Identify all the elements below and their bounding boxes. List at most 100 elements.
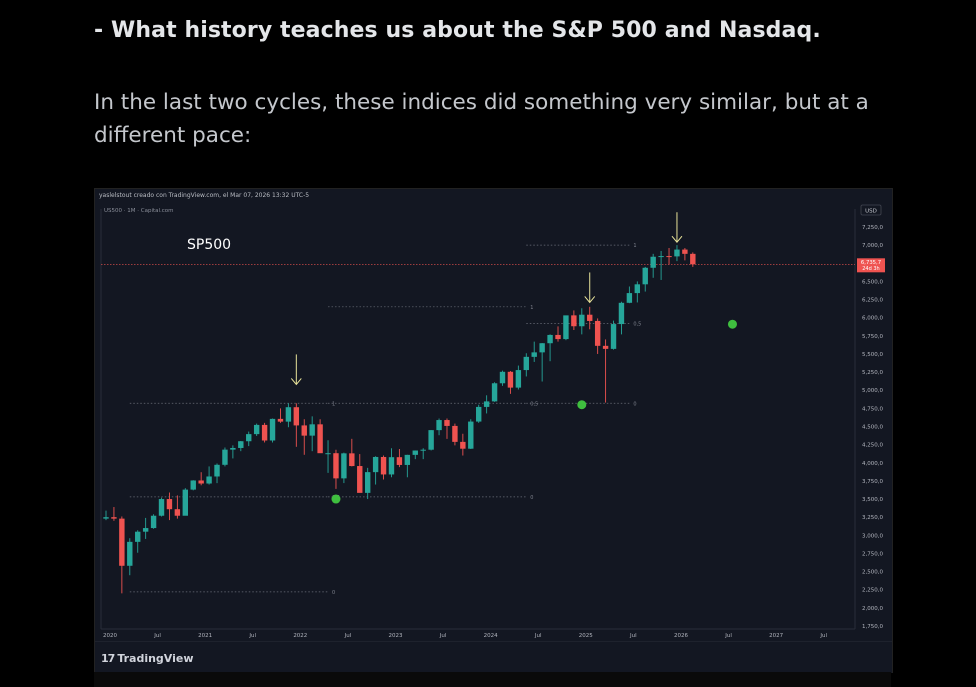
candle-body bbox=[253, 424, 260, 435]
candle-body bbox=[626, 293, 633, 303]
candle-body bbox=[452, 425, 458, 442]
candle-body bbox=[388, 457, 395, 475]
y-tick-label: 2,750,0 bbox=[862, 551, 883, 557]
candle-body bbox=[142, 528, 149, 532]
green-marker-dot bbox=[577, 400, 587, 410]
candle-body bbox=[158, 499, 165, 516]
candle-body bbox=[309, 424, 315, 436]
candle-body bbox=[491, 383, 498, 402]
x-tick-label: 2026 bbox=[674, 633, 688, 639]
candle-body bbox=[198, 480, 204, 484]
y-tick-label: 4,750,0 bbox=[862, 406, 883, 412]
candle-body bbox=[499, 371, 506, 384]
candle-body bbox=[658, 256, 664, 258]
y-tick-label: 3,750,0 bbox=[862, 479, 883, 485]
candle-body bbox=[531, 352, 537, 357]
candle-body bbox=[341, 453, 347, 479]
candle-body bbox=[483, 401, 490, 407]
candle-body bbox=[238, 441, 244, 448]
candle-body bbox=[357, 466, 363, 493]
x-tick-label: Jul bbox=[439, 633, 447, 639]
y-tick-label: 6,250,0 bbox=[862, 298, 883, 304]
chart-grid bbox=[100, 209, 856, 630]
candle-body bbox=[404, 454, 411, 465]
currency-box bbox=[860, 204, 882, 216]
candle-body bbox=[523, 356, 529, 371]
candle-body bbox=[119, 518, 125, 566]
y-tick-label: 5,000,0 bbox=[862, 388, 883, 394]
chart-title: SP500 bbox=[187, 237, 231, 253]
chart-footer: 17 TradingView bbox=[95, 641, 892, 673]
y-tick-label: 7,000,0 bbox=[862, 243, 883, 249]
x-tick-label: 2020 bbox=[103, 633, 117, 639]
y-tick-label: 4,500,0 bbox=[862, 425, 883, 431]
candle-body bbox=[182, 489, 188, 516]
candle-body bbox=[174, 509, 181, 516]
last-price-label: 6,735,7 bbox=[861, 260, 881, 266]
y-tick-label: 2,250,0 bbox=[862, 588, 883, 594]
candle-body bbox=[476, 406, 482, 422]
candle-body bbox=[285, 407, 292, 422]
candle-body bbox=[618, 302, 625, 325]
candle-body bbox=[396, 457, 403, 465]
x-tick-label: 2022 bbox=[293, 633, 307, 639]
x-tick-label: 2024 bbox=[484, 633, 498, 639]
y-tick-label: 3,500,0 bbox=[862, 497, 883, 503]
candle-body bbox=[460, 441, 466, 449]
candle-body bbox=[571, 315, 577, 327]
fib-level-label: 0,5 bbox=[633, 321, 641, 327]
intro-paragraph: In the last two cycles, these indices di… bbox=[94, 90, 869, 148]
candle-body bbox=[610, 324, 617, 349]
y-tick-label: 2,000,0 bbox=[862, 606, 883, 612]
tradingview-logo-icon: 17 bbox=[101, 652, 115, 665]
section-heading: - What history teaches us about the S&P … bbox=[94, 18, 821, 43]
fib-level-label: 1 bbox=[332, 401, 335, 407]
y-tick-label: 3,250,0 bbox=[862, 515, 883, 521]
x-tick-label: Jul bbox=[724, 633, 732, 639]
candle-body bbox=[301, 425, 307, 436]
candle-body bbox=[349, 453, 355, 467]
candle-body bbox=[547, 334, 553, 344]
x-tick-label: Jul bbox=[534, 633, 542, 639]
x-tick-label: 2027 bbox=[769, 633, 783, 639]
fib-level-label: 0 bbox=[530, 495, 533, 501]
x-tick-label: Jul bbox=[344, 633, 352, 639]
green-marker-dot bbox=[331, 494, 341, 504]
candle-body bbox=[246, 434, 252, 442]
candle-body bbox=[642, 267, 648, 285]
y-tick-label: 5,250,0 bbox=[862, 370, 883, 376]
axes: US500 · 1M · Capital.com USD SP500 1,750,0 2… bbox=[103, 204, 885, 639]
candle-body bbox=[293, 407, 300, 426]
y-tick-label: 1,750,0 bbox=[862, 624, 883, 630]
candle-body bbox=[428, 430, 434, 450]
y-tick-label: 5,500,0 bbox=[862, 352, 883, 358]
down-arrow-head bbox=[584, 296, 596, 304]
chart-credit: yaslelstout creado con TradingView.com, … bbox=[99, 192, 310, 199]
candle-body bbox=[214, 464, 220, 477]
candle-body bbox=[364, 472, 371, 493]
candle-body bbox=[515, 370, 522, 388]
fib-level-label: 1 bbox=[633, 243, 636, 249]
candle-body bbox=[317, 424, 323, 454]
fib-level-label: 0 bbox=[332, 590, 335, 596]
candle-body bbox=[135, 531, 141, 542]
tradingview-logo[interactable]: 17 TradingView bbox=[101, 652, 194, 665]
y-tick-label: 4,000,0 bbox=[862, 461, 883, 467]
y-tick-label: 3,000,0 bbox=[862, 533, 883, 539]
candle-body bbox=[372, 456, 379, 473]
candle-body bbox=[127, 541, 133, 566]
candle-body bbox=[230, 447, 236, 450]
currency-label: USD bbox=[865, 209, 877, 215]
x-tick-label: Jul bbox=[819, 633, 827, 639]
y-tick-label: 6,000,0 bbox=[862, 316, 883, 322]
candles bbox=[103, 245, 696, 594]
x-tick-label: 2023 bbox=[388, 633, 402, 639]
arrows bbox=[290, 212, 683, 386]
candle-body bbox=[150, 515, 157, 529]
candle-body bbox=[436, 420, 442, 431]
y-tick-label: 4,250,0 bbox=[862, 443, 883, 449]
candle-body bbox=[666, 256, 672, 258]
